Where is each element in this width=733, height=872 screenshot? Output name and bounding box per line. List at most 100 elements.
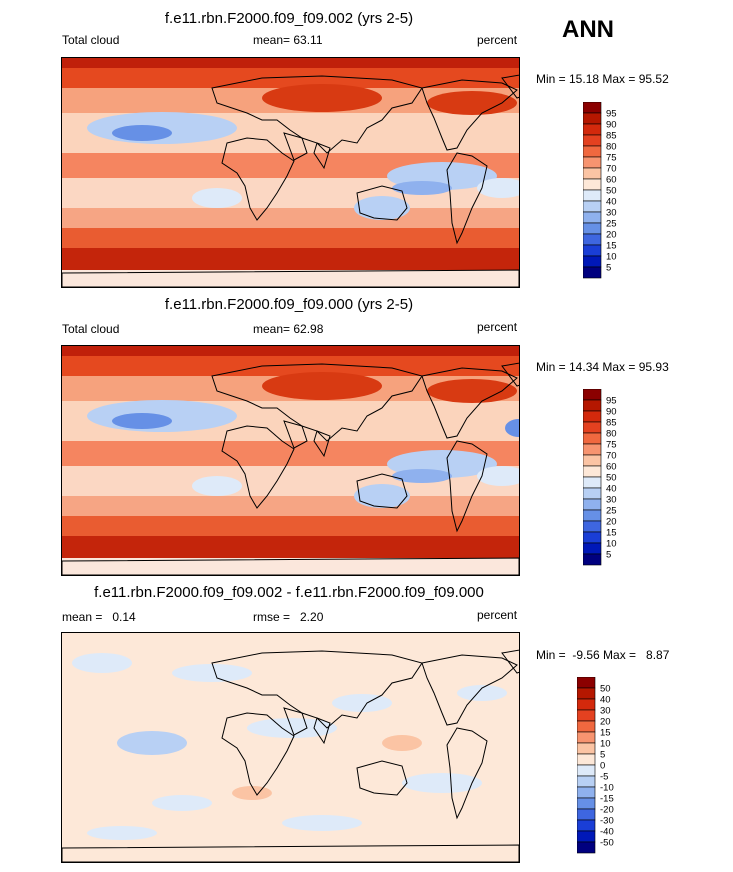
colorbar-tick-label: -15 xyxy=(600,794,614,805)
colorbar-tick-label: -10 xyxy=(600,783,614,794)
panel-1-map xyxy=(61,57,520,288)
colorbar-box xyxy=(576,676,596,689)
colorbar-box xyxy=(576,797,596,810)
colorbar-tick-label: 5 xyxy=(600,750,605,761)
colorbar-tick-label: 40 xyxy=(606,197,617,208)
colorbar-box xyxy=(582,421,602,434)
colorbar-tick-label: 50 xyxy=(606,186,617,197)
panel-1-right-label: percent xyxy=(477,33,518,47)
panel-3-colorbar: 50 40 30 20 15 10 5 0 -5 -10 -15 -20 -30 -40 -50 xyxy=(576,676,637,862)
cloud-anomaly-blob xyxy=(192,188,242,208)
colorbar-tick-label: 60 xyxy=(606,175,617,186)
colorbar-tick-label: 80 xyxy=(606,142,617,153)
panel-1-center-label: mean= 63.11 xyxy=(253,33,323,47)
panel-1-left-label: Total cloud xyxy=(62,33,120,47)
colorbar-tick-label: 60 xyxy=(606,462,617,473)
panel-3-right-label: percent xyxy=(477,608,518,622)
colorbar-box xyxy=(582,189,602,202)
colorbar-tick-label: 70 xyxy=(606,164,617,175)
colorbar-box xyxy=(582,432,602,445)
cloud-anomaly-blob xyxy=(427,91,517,115)
coastline xyxy=(283,132,331,170)
cloud-anomaly-blob xyxy=(112,413,172,429)
difference-blob xyxy=(152,795,212,811)
difference-blob xyxy=(382,735,422,751)
coastline xyxy=(501,649,519,674)
panel-3-center-label: rmse = 2.20 xyxy=(253,610,324,624)
colorbar-tick-label: 30 xyxy=(600,706,611,717)
cloud-anomaly-blob xyxy=(477,178,519,198)
panel-2-minmax: Min = 14.34 Max = 95.93 xyxy=(536,360,669,374)
colorbar-tick-label: 10 xyxy=(600,739,611,750)
colorbar-box xyxy=(582,200,602,213)
map-canvas xyxy=(62,633,519,862)
coastline xyxy=(501,362,519,387)
colorbar-tick-label: 95 xyxy=(606,109,617,120)
coastline xyxy=(62,844,519,862)
coastline xyxy=(62,557,519,575)
difference-blob xyxy=(87,826,157,840)
colorbar-box xyxy=(576,786,596,799)
difference-blob xyxy=(72,653,132,673)
coastline xyxy=(421,79,518,151)
difference-blob xyxy=(247,718,337,738)
colorbar-tick-label: -5 xyxy=(600,772,608,783)
panel-2-colorbar: 95 90 85 80 75 70 60 50 40 30 25 20 15 10 5 xyxy=(582,388,643,574)
colorbar-tick-label: 30 xyxy=(606,208,617,219)
colorbar-box xyxy=(576,687,596,700)
colorbar-tick-label: 40 xyxy=(606,484,617,495)
colorbar-box xyxy=(582,244,602,257)
colorbar-tick-label: 50 xyxy=(606,473,617,484)
colorbar-tick-label: 5 xyxy=(606,550,611,561)
colorbar-box xyxy=(582,487,602,500)
cloud-anomaly-blob xyxy=(262,84,382,112)
colorbar-box xyxy=(582,134,602,147)
colorbar-box xyxy=(576,775,596,788)
colorbar-box xyxy=(582,520,602,533)
cloud-anomaly-blob xyxy=(477,466,519,486)
colorbar-box xyxy=(582,553,602,566)
colorbar-box xyxy=(576,808,596,821)
colorbar-box xyxy=(582,498,602,511)
colorbar-box xyxy=(576,720,596,733)
coastline xyxy=(221,137,295,221)
coastline xyxy=(356,185,408,221)
cloud-anomaly-blob xyxy=(392,181,452,195)
colorbar-box xyxy=(576,731,596,744)
colorbar-tick-label: 50 xyxy=(600,684,611,695)
coastline xyxy=(211,75,423,154)
panel-2-map xyxy=(61,345,520,576)
panel-1-colorbar: 95 90 85 80 75 70 60 50 40 30 25 20 15 10 5 xyxy=(582,101,643,287)
coastline xyxy=(221,425,295,509)
colorbar-tick-label: 0 xyxy=(600,761,605,772)
map-canvas xyxy=(62,58,519,287)
coastline xyxy=(283,420,331,458)
colorbar-box xyxy=(582,178,602,191)
colorbar-tick-label: 90 xyxy=(606,120,617,131)
difference-blob xyxy=(332,694,392,712)
colorbar-tick-label: 20 xyxy=(600,717,611,728)
colorbar-tick-label: 10 xyxy=(606,539,617,550)
colorbar-tick-label: 20 xyxy=(606,517,617,528)
colorbar-box xyxy=(582,233,602,246)
coastline xyxy=(421,654,518,726)
colorbar-box xyxy=(582,509,602,522)
panel-3-map xyxy=(61,632,520,863)
colorbar-box xyxy=(576,742,596,755)
colorbar-tick-label: 75 xyxy=(606,153,617,164)
colorbar-box xyxy=(582,443,602,456)
colorbar-box xyxy=(582,399,602,412)
coastline xyxy=(356,473,408,509)
colorbar-tick-label: 85 xyxy=(606,131,617,142)
colorbar-tick-label: 90 xyxy=(606,407,617,418)
colorbar-tick-label: 75 xyxy=(606,440,617,451)
panel-3-left-label: mean = 0.14 xyxy=(62,610,136,624)
colorbar-box xyxy=(582,542,602,555)
colorbar-box xyxy=(576,841,596,854)
colorbar-box xyxy=(582,156,602,169)
difference-blob xyxy=(402,773,482,793)
panel-2-center-label: mean= 62.98 xyxy=(253,322,324,336)
